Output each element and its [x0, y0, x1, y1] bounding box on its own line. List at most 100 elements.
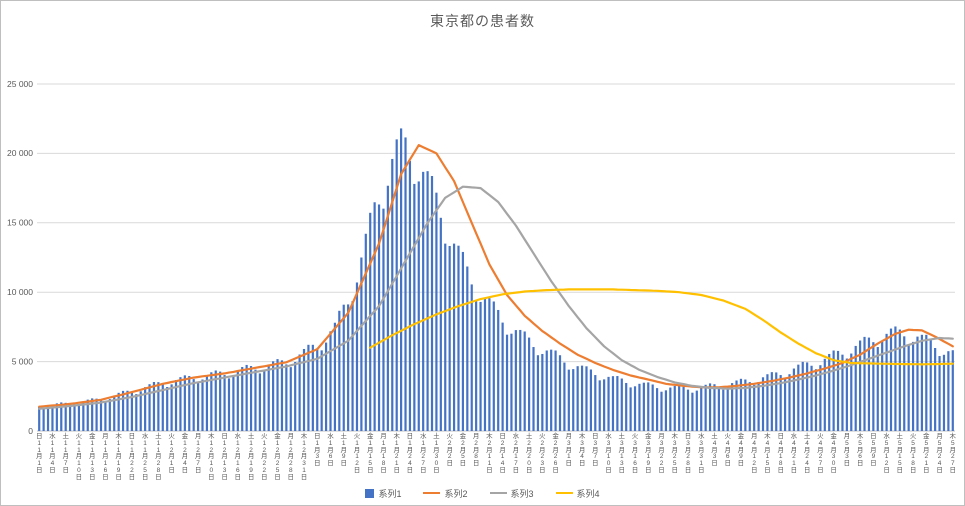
bar[interactable]: [395, 139, 398, 431]
bar[interactable]: [73, 405, 76, 431]
bar[interactable]: [166, 387, 169, 431]
bar[interactable]: [461, 251, 464, 431]
bar[interactable]: [713, 384, 716, 431]
bar[interactable]: [307, 344, 310, 431]
bar[interactable]: [876, 347, 879, 431]
bar[interactable]: [528, 337, 531, 431]
bar[interactable]: [558, 355, 562, 431]
bar[interactable]: [55, 403, 58, 431]
bar[interactable]: [60, 402, 63, 431]
bar[interactable]: [400, 128, 403, 432]
bar[interactable]: [911, 341, 915, 431]
bar[interactable]: [82, 401, 85, 431]
bar[interactable]: [196, 382, 200, 431]
bar[interactable]: [444, 243, 447, 431]
bar[interactable]: [894, 326, 897, 431]
bar[interactable]: [135, 394, 138, 431]
bar[interactable]: [572, 369, 575, 431]
bar[interactable]: [947, 351, 950, 431]
bar[interactable]: [232, 375, 235, 431]
bar[interactable]: [205, 375, 209, 431]
bar[interactable]: [488, 298, 491, 431]
bar[interactable]: [589, 369, 592, 431]
bar[interactable]: [311, 344, 314, 431]
bar[interactable]: [678, 385, 681, 431]
bar[interactable]: [161, 384, 164, 431]
bar[interactable]: [377, 204, 381, 431]
bar[interactable]: [691, 392, 694, 431]
bar[interactable]: [333, 322, 337, 431]
bar[interactable]: [408, 160, 412, 431]
bar[interactable]: [863, 336, 866, 431]
bar[interactable]: [219, 371, 222, 431]
bar[interactable]: [475, 301, 478, 431]
bar[interactable]: [585, 366, 588, 431]
bar[interactable]: [907, 344, 910, 431]
bar[interactable]: [42, 408, 45, 431]
bar[interactable]: [545, 350, 548, 432]
bar[interactable]: [576, 366, 579, 431]
bar[interactable]: [726, 387, 729, 431]
bar[interactable]: [700, 387, 703, 431]
bar[interactable]: [779, 375, 782, 431]
bar[interactable]: [188, 376, 191, 431]
bar[interactable]: [214, 370, 217, 431]
bar[interactable]: [422, 171, 425, 432]
bar[interactable]: [121, 390, 125, 431]
bar[interactable]: [620, 378, 623, 431]
bar[interactable]: [479, 301, 482, 431]
bar[interactable]: [651, 384, 654, 432]
bar[interactable]: [452, 243, 456, 431]
bar[interactable]: [364, 233, 367, 431]
bar[interactable]: [91, 398, 94, 431]
bar[interactable]: [347, 304, 350, 431]
bar[interactable]: [603, 379, 606, 431]
bar[interactable]: [611, 376, 615, 431]
bar[interactable]: [797, 364, 800, 431]
bar[interactable]: [157, 382, 160, 431]
bar[interactable]: [501, 322, 504, 431]
bar[interactable]: [739, 378, 743, 431]
bar[interactable]: [885, 333, 888, 431]
bar[interactable]: [607, 376, 610, 431]
bar[interactable]: [329, 331, 332, 431]
bar[interactable]: [655, 388, 659, 431]
bar[interactable]: [144, 387, 147, 431]
bar[interactable]: [130, 392, 133, 431]
bar[interactable]: [942, 354, 946, 431]
bar[interactable]: [223, 375, 226, 431]
bar[interactable]: [563, 362, 566, 431]
bar[interactable]: [201, 379, 204, 431]
bar[interactable]: [867, 337, 871, 431]
bar[interactable]: [567, 369, 570, 431]
bar[interactable]: [819, 365, 822, 431]
bar[interactable]: [382, 208, 385, 431]
bar[interactable]: [748, 382, 751, 431]
bar[interactable]: [536, 355, 540, 431]
legend-item-series3[interactable]: 系列3: [489, 487, 534, 500]
bar[interactable]: [448, 245, 451, 431]
bar[interactable]: [373, 202, 376, 431]
bar[interactable]: [302, 348, 306, 431]
bar[interactable]: [236, 370, 239, 431]
bar[interactable]: [594, 375, 597, 431]
bar[interactable]: [391, 158, 394, 431]
bar[interactable]: [51, 404, 54, 431]
bar[interactable]: [320, 350, 323, 431]
bar[interactable]: [417, 181, 420, 431]
bar[interactable]: [836, 350, 840, 431]
bar[interactable]: [682, 386, 685, 431]
bar[interactable]: [510, 333, 513, 431]
bar[interactable]: [929, 339, 932, 431]
bar[interactable]: [254, 369, 257, 431]
bar[interactable]: [788, 374, 791, 431]
bar[interactable]: [108, 399, 111, 431]
bar[interactable]: [483, 297, 487, 431]
legend-item-series1[interactable]: 系列1: [365, 487, 401, 500]
bar[interactable]: [263, 370, 266, 431]
bar[interactable]: [249, 366, 253, 431]
bar[interactable]: [859, 340, 862, 432]
bar[interactable]: [430, 176, 434, 431]
bar[interactable]: [766, 374, 769, 431]
